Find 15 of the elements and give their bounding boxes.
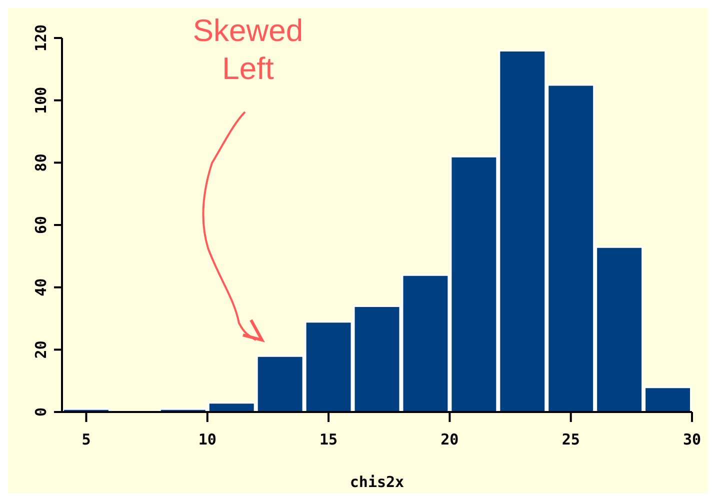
x-tick-label: 30	[682, 430, 702, 449]
y-tick-label: 100	[32, 86, 50, 114]
x-tick-label: 25	[562, 430, 580, 449]
y-tick-label: 80	[32, 154, 50, 172]
y-tick-label: 120	[32, 24, 50, 52]
x-tick-label: 15	[320, 430, 338, 449]
y-tick-label: 60	[32, 216, 50, 234]
y-tick-label: 40	[32, 278, 50, 296]
y-tick-label: 0	[32, 407, 50, 417]
x-tick-label: 10	[198, 430, 216, 449]
y-tick-label: 20	[32, 340, 50, 359]
x-tick-label: 20	[440, 430, 459, 449]
annotation: Skewed Left	[192, 12, 304, 88]
x-tick-label: 5	[82, 430, 91, 449]
x-axis-title: chis2x	[350, 473, 404, 491]
